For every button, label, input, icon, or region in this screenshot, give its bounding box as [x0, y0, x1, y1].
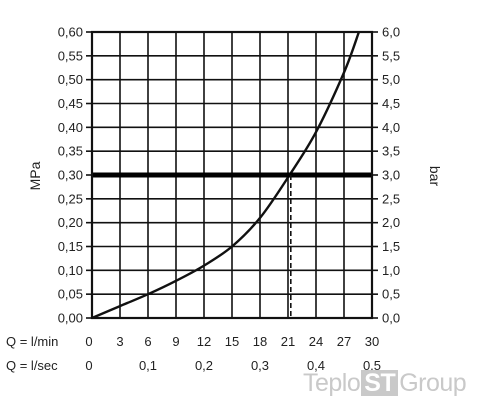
y-tick-label-right: 4,0: [382, 120, 400, 135]
x-axis-row-label: Q = l/min: [6, 334, 58, 349]
x-tick-label: 6: [144, 334, 151, 349]
watermark-text-after: Group: [399, 369, 467, 397]
x-tick-label: 0,1: [139, 358, 157, 373]
x-tick-label: 18: [253, 334, 267, 349]
y-tick-label-left: 0,55: [58, 48, 83, 63]
x-tick-label: 0,3: [251, 358, 269, 373]
y-tick-label-right: 2,0: [382, 215, 400, 230]
y-axis-label-right: bar: [427, 166, 443, 187]
watermark-text-before: Teplo: [303, 369, 361, 397]
y-tick-label-left: 0,45: [58, 96, 83, 111]
y-tick-label-right: 2,5: [382, 191, 400, 206]
chart-grid: [92, 32, 372, 318]
y-tick-label-left: 0,30: [58, 168, 83, 183]
x-tick-label: 21: [281, 334, 295, 349]
y-tick-label-right: 3,5: [382, 144, 400, 159]
y-tick-label-right: 6,0: [382, 25, 400, 40]
y-tick-label-left: 0,60: [58, 25, 83, 40]
y-tick-label-left: 0,00: [58, 311, 83, 326]
x-axis-row-label: Q = l/sec: [6, 358, 58, 373]
y-ticks-left: 0,00 0,05 0,10 0,15 0,20 0,25 0,30 0,35 0,40 0,45…: [58, 25, 92, 326]
x-tick-label: 0: [85, 334, 92, 349]
y-tick-label-left: 0,15: [58, 239, 83, 254]
y-tick-label-right: 5,5: [382, 48, 400, 63]
y-axis-label-left: MPa: [27, 161, 43, 190]
x-tick-label: 27: [337, 334, 351, 349]
x-tick-label: 0,4: [307, 358, 325, 373]
x-tick-rows: Q = l/min 0 3 6 9 12 15 18 21 24 27 30 Q = l/sec 0 0,1…: [6, 334, 381, 373]
watermark-text-highlight: ST: [361, 370, 399, 396]
y-tick-label-right: 1,5: [382, 239, 400, 254]
x-tick-label: 30: [365, 334, 379, 349]
x-tick-label: 15: [225, 334, 239, 349]
y-tick-label-left: 0,05: [58, 287, 83, 302]
y-tick-label-left: 0,50: [58, 72, 83, 87]
x-tick-label: 0,2: [195, 358, 213, 373]
y-tick-label-right: 0,5: [382, 287, 400, 302]
reference-layer: [92, 172, 372, 318]
y-tick-label-right: 3,0: [382, 168, 400, 183]
y-tick-label-right: 4,5: [382, 96, 400, 111]
y-tick-label-right: 5,0: [382, 72, 400, 87]
y-tick-label-right: 0,0: [382, 311, 400, 326]
x-tick-label: 24: [309, 334, 323, 349]
watermark-logo: Teplo ST Group: [303, 369, 467, 398]
series-layer: [91, 31, 361, 320]
x-tick-label: 9: [172, 334, 179, 349]
x-tick-label: 3: [116, 334, 123, 349]
y-ticks-right: 0,0 0,5 1,0 1,5 2,0 2,5 3,0 3,5 4,0 4,5 5,0 5,5 6,0: [372, 25, 400, 326]
pressure-curve: [91, 31, 361, 320]
y-tick-label-left: 0,40: [58, 120, 83, 135]
y-tick-label-left: 0,25: [58, 191, 83, 206]
y-tick-label-left: 0,10: [58, 263, 83, 278]
x-tick-label: 0,5: [363, 358, 381, 373]
x-tick-label: 0: [85, 358, 92, 373]
y-tick-label-right: 1,0: [382, 263, 400, 278]
y-tick-label-left: 0,20: [58, 215, 83, 230]
y-tick-label-left: 0,35: [58, 144, 83, 159]
x-tick-label: 12: [197, 334, 211, 349]
